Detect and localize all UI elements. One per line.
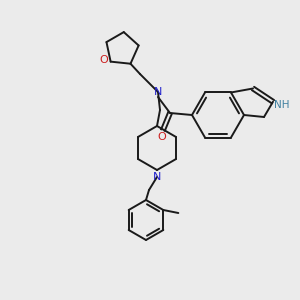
- Text: O: O: [99, 55, 108, 64]
- Text: NH: NH: [274, 100, 290, 110]
- Text: O: O: [158, 132, 166, 142]
- Text: N: N: [154, 87, 162, 97]
- Text: N: N: [153, 172, 161, 182]
